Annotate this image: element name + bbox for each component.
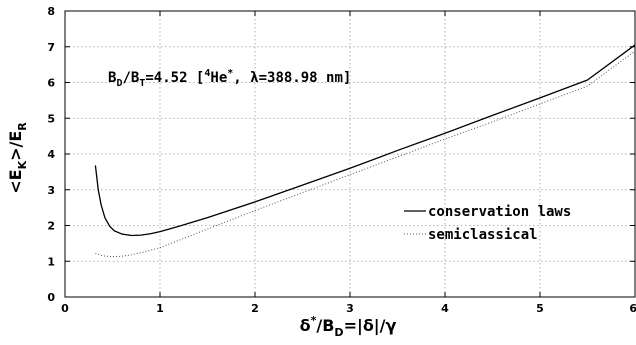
x-tick-label: 3 — [346, 302, 354, 315]
x-tick-label: 0 — [61, 302, 69, 315]
legend-label-conservation-laws: conservation laws — [428, 204, 571, 220]
axis-ticks: 0 1 2 3 4 5 6 0 1 2 3 4 5 6 7 8 — [47, 5, 636, 315]
x-tick-label: 2 — [251, 302, 259, 315]
x-tick-label: 6 — [629, 302, 636, 315]
y-axis-label: <EK>/ER — [6, 122, 29, 194]
y-tick-label: 6 — [47, 77, 55, 90]
legend-label-semiclassical: semiclassical — [428, 227, 538, 243]
x-axis-label: δ*/BD=|δ|/γ — [300, 314, 397, 339]
y-tick-label: 7 — [47, 41, 55, 54]
y-tick-label: 4 — [47, 148, 55, 161]
y-tick-label: 5 — [47, 112, 55, 125]
x-tick-label: 1 — [156, 302, 164, 315]
grid-lines — [65, 11, 635, 297]
y-tick-label: 0 — [47, 291, 55, 304]
legend: conservation laws semiclassical — [404, 204, 571, 243]
y-tick-label: 8 — [47, 5, 55, 18]
x-tick-label: 4 — [441, 302, 449, 315]
series-line-conservation-laws — [94, 44, 636, 237]
series-line-semiclassical — [95, 50, 636, 258]
y-tick-label: 2 — [47, 220, 55, 233]
x-tick-label: 5 — [536, 302, 544, 315]
chart-annotation: BD/BT=4.52 [4He*, λ=388.98 nm] — [108, 68, 351, 89]
y-tick-label: 1 — [47, 255, 55, 268]
series-lines — [94, 44, 636, 258]
y-tick-label: 3 — [47, 184, 55, 197]
